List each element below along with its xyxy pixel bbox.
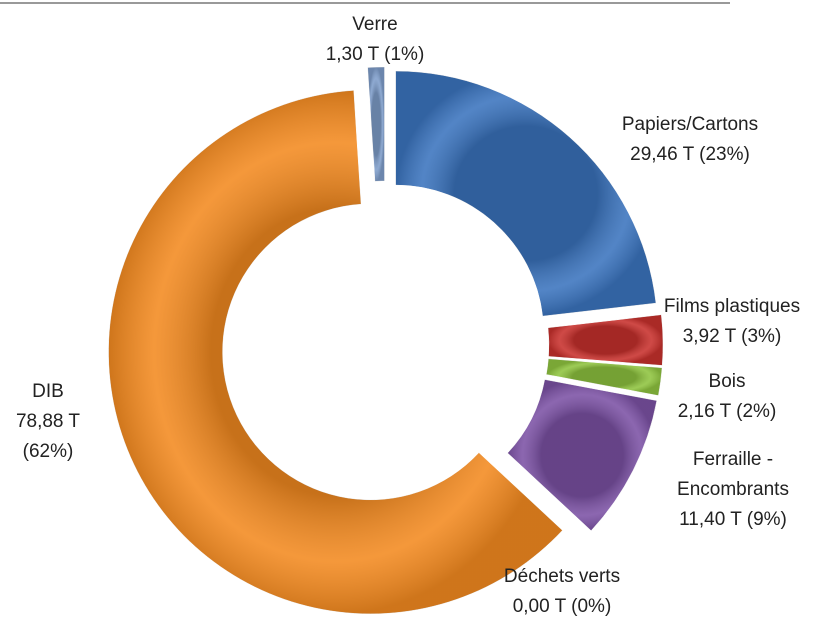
value-label: 29,46 T (23%) — [630, 144, 750, 165]
slice-label: Films plastiques 3,92 T (3%) — [632, 292, 832, 352]
value-label: 3,92 T (3%) — [682, 326, 782, 347]
category-label: Films plastiques — [663, 296, 801, 317]
category-label: Déchets verts — [503, 566, 621, 587]
category-label: Ferraille - Encombrants — [677, 449, 789, 500]
value-label: 11,40 T (9%) — [679, 509, 787, 530]
category-label: DIB — [32, 381, 64, 402]
donut-slice — [367, 66, 385, 182]
category-label: Papiers/Cartons — [621, 114, 759, 135]
slice-label: Ferraille - Encombrants 11,40 T (9%) — [653, 445, 813, 535]
donut-slice — [395, 70, 657, 317]
slice-label: Papiers/Cartons 29,46 T (23%) — [580, 110, 800, 170]
value-label: 0,00 T (0%) — [512, 596, 612, 617]
slice-label: Bois 2,16 T (2%) — [647, 367, 807, 427]
value-label: 78,88 T (62%) — [15, 411, 81, 462]
value-label: 1,30 T (1%) — [325, 44, 425, 65]
slice-label: Déchets verts 0,00 T (0%) — [462, 562, 662, 621]
category-label: Bois — [708, 371, 746, 392]
slice-label: DIB 78,88 T (62%) — [3, 377, 93, 467]
slice-label: Verre 1,30 T (1%) — [300, 10, 450, 70]
value-label: 2,16 T (2%) — [677, 401, 777, 422]
category-label: Verre — [352, 14, 398, 35]
